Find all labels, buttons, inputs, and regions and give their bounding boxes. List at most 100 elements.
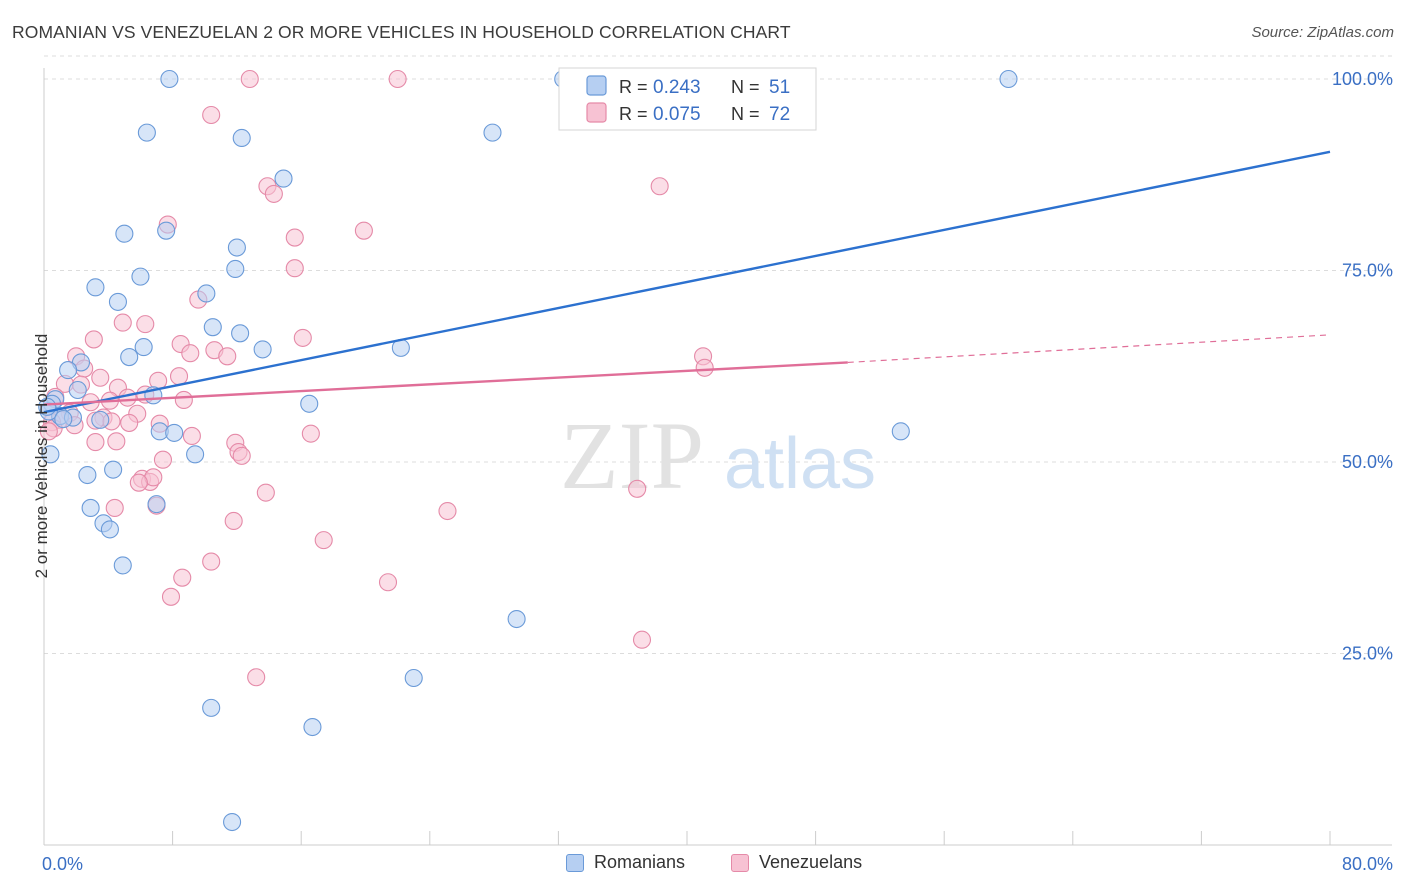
tick-labels: 25.0% 50.0% 75.0% 100.0% 0.0% 80.0%: [42, 69, 1393, 874]
source-label: Source: ZipAtlas.com: [1251, 24, 1394, 41]
romanians-point: [86, 278, 105, 297]
romanians-point: [231, 324, 250, 343]
romanians-point: [81, 498, 100, 518]
venezuelans-point: [285, 228, 304, 247]
venezuelans-point: [224, 511, 243, 531]
venezuelans-point: [285, 259, 304, 278]
venezuelans-point: [293, 328, 312, 347]
romanians-point: [165, 423, 184, 442]
romanians-point: [274, 169, 293, 188]
romanians-point: [507, 609, 526, 629]
legend-n-label: N =: [731, 104, 765, 124]
romanians-point: [68, 380, 87, 400]
venezuelans-point: [153, 450, 173, 469]
romanians-point: [203, 318, 222, 337]
romanians-point: [223, 812, 242, 832]
venezuelans-point: [650, 177, 669, 196]
venezuelans-point: [695, 358, 714, 377]
legend-item-romanians: Romanians: [566, 852, 685, 873]
venezuelans-point: [632, 630, 652, 649]
venezuelans-point: [378, 573, 398, 592]
venezuelans-point: [86, 433, 105, 452]
watermark-atlas: atlas: [724, 424, 876, 504]
romanians-points: [38, 69, 1018, 832]
watermark: ZIP atlas: [560, 402, 876, 509]
venezuelans-point: [354, 221, 373, 240]
chart-title: ROMANIAN VS VENEZUELAN 2 OR MORE VEHICLE…: [12, 22, 791, 42]
venezuelans-points: [39, 69, 714, 687]
x-tick-label: 0.0%: [42, 854, 83, 874]
romanians-point: [54, 410, 73, 429]
legend-n-value: 51: [769, 77, 790, 98]
venezuelans-point: [169, 367, 189, 386]
venezuelans-point: [438, 501, 457, 521]
romanians-point: [891, 422, 910, 441]
venezuelans-point: [120, 413, 139, 432]
romanians-point: [226, 259, 245, 279]
romanians-point: [227, 238, 246, 257]
legend-n-label: N =: [731, 77, 765, 97]
venezuelans-point: [174, 390, 193, 410]
romanians-point: [59, 361, 78, 380]
venezuelans-point: [301, 424, 320, 443]
romanians-point: [186, 445, 205, 464]
x-tick-label: 80.0%: [1342, 854, 1393, 874]
venezuelans-trend-extension: [847, 334, 1331, 364]
venezuelans-point: [314, 531, 333, 550]
venezuelans-point: [129, 473, 148, 492]
romanians-point: [41, 445, 60, 464]
venezuelans-point: [182, 426, 201, 446]
legend-r-value: 0.075: [653, 104, 701, 125]
legend-swatch-romanians: [586, 75, 607, 96]
romanians-point: [303, 717, 322, 737]
y-tick-label: 25.0%: [1342, 644, 1393, 664]
romanians-point: [78, 465, 97, 485]
romanians-point: [232, 128, 251, 148]
legend-swatch-romanians: [566, 853, 584, 872]
venezuelans-point: [232, 446, 251, 465]
venezuelans-point: [388, 69, 407, 89]
romanians-point: [202, 698, 221, 717]
legend-r-label: R =: [619, 104, 653, 124]
romanians-point: [300, 394, 319, 413]
venezuelans-point: [218, 347, 237, 366]
legend-label-venezuelans: Venezuelans: [759, 852, 863, 872]
venezuelans-point: [240, 69, 259, 89]
venezuelans-point: [105, 498, 124, 518]
legend-n-value: 72: [769, 104, 790, 125]
venezuelans-point: [256, 483, 275, 502]
romanians-point: [483, 123, 502, 142]
legend-swatch-venezuelans: [731, 853, 749, 872]
y-tick-label: 75.0%: [1342, 261, 1393, 281]
legend-r-value: 0.243: [653, 77, 701, 98]
venezuelans-point: [39, 422, 58, 441]
romanians-point: [113, 556, 132, 575]
venezuelans-point: [113, 313, 132, 332]
venezuelans-point: [628, 479, 647, 498]
legend-swatch-venezuelans: [586, 102, 607, 123]
venezuelans-point: [202, 552, 221, 571]
romanians-point: [404, 668, 423, 688]
romanians-point: [131, 267, 150, 286]
romanians-point: [999, 69, 1018, 89]
venezuelans-point: [264, 184, 283, 203]
legend-r-label: R =: [619, 77, 653, 97]
y-axis-label-wrap: 2 or more Vehicles in Household: [14, 0, 51, 892]
venezuelans-point: [247, 668, 266, 687]
romanians-trend-line: [43, 150, 1331, 414]
trend-lines: [43, 150, 1331, 414]
y-axis-label: 2 or more Vehicles in Household: [32, 333, 51, 579]
romanians-point: [147, 495, 166, 514]
venezuelans-point: [91, 368, 110, 387]
venezuelans-point: [181, 344, 200, 363]
romanians-point: [108, 292, 127, 311]
legend-item-venezuelans: Venezuelans: [731, 852, 862, 873]
venezuelans-point: [136, 315, 155, 334]
romanians-point: [253, 340, 272, 359]
venezuelans-point: [161, 587, 181, 606]
romanians-point: [91, 410, 110, 429]
y-tick-label: 100.0%: [1332, 69, 1393, 89]
romanians-point: [120, 348, 139, 367]
y-tick-label: 50.0%: [1342, 452, 1393, 472]
